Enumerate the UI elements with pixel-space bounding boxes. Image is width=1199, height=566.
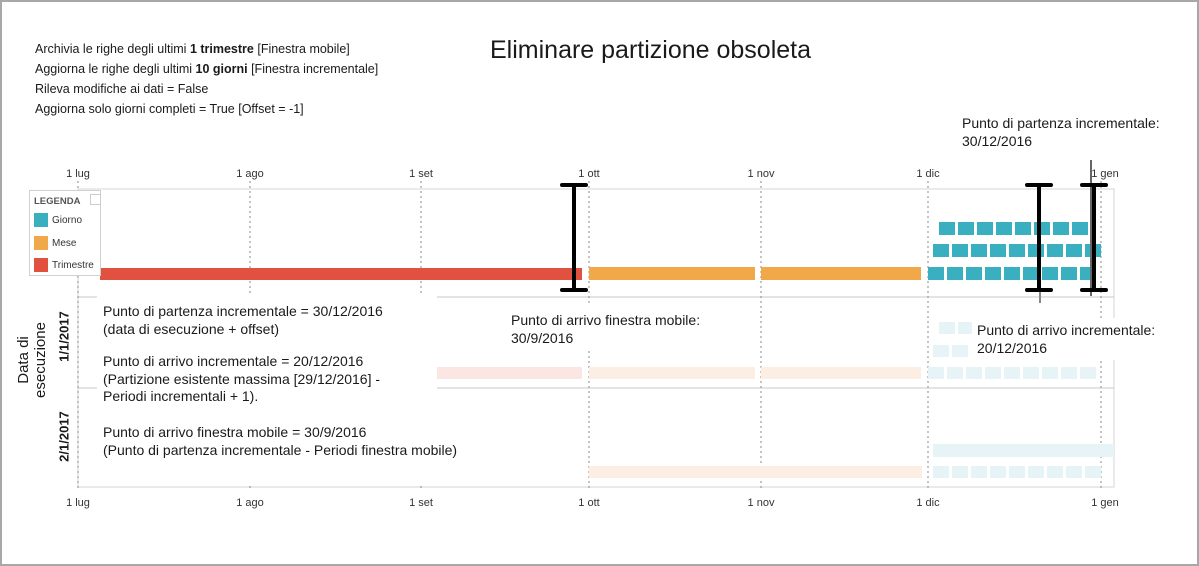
day-partition-faded xyxy=(1085,466,1101,478)
day-partition xyxy=(996,222,1012,235)
incremental-end-callout-bg xyxy=(972,318,1186,360)
legend-item-quarter: Trimestre xyxy=(34,258,94,272)
day-partition xyxy=(939,222,955,235)
y-axis-title: Data di esecuzione xyxy=(15,322,49,398)
day-partition xyxy=(966,267,982,280)
day-partition xyxy=(1034,222,1050,235)
day-partition-faded xyxy=(1004,367,1020,379)
tick-label-bottom: 1 set xyxy=(409,497,433,509)
incremental-start-callout-value: 30/12/2016 xyxy=(962,132,1033,149)
day-partition-faded xyxy=(990,466,1006,478)
tick-label-bottom: 1 ott xyxy=(578,497,599,509)
day-partition-faded xyxy=(1042,367,1058,379)
month-partition-faded xyxy=(589,367,755,379)
day-partition-faded xyxy=(933,444,1114,457)
day-partition-faded xyxy=(1080,367,1096,379)
tick-label-top: 1 set xyxy=(409,168,433,180)
legend-item-month: Mese xyxy=(34,236,76,250)
month-partition-oct xyxy=(589,267,755,280)
month-partition-nov xyxy=(761,267,921,280)
incremental-start-callout-label: Punto di partenza incrementale: xyxy=(962,115,1160,131)
tick-label-top: 1 ott xyxy=(578,168,599,180)
day-partition xyxy=(1072,222,1088,235)
sliding-end-note: Punto di arrivo finestra mobile = 30/9/2… xyxy=(103,424,458,458)
incremental-end-callout: Punto di arrivo incrementale: 20/12/2016 xyxy=(977,322,1156,356)
day-partition-faded xyxy=(947,367,963,379)
tick-label-bottom: 1 gen xyxy=(1091,497,1119,509)
day-partition-faded xyxy=(933,345,949,357)
day-partition-faded xyxy=(1023,367,1039,379)
day-partition xyxy=(1066,244,1082,257)
day-partition xyxy=(1061,267,1077,280)
day-partition xyxy=(977,222,993,235)
tick-label-bottom: 1 lug xyxy=(66,497,90,509)
legend-title: LEGENDA xyxy=(34,196,81,207)
day-partition xyxy=(1047,244,1063,257)
quarter-partition xyxy=(100,268,582,280)
day-partition xyxy=(971,244,987,257)
day-partition-faded xyxy=(1028,466,1044,478)
day-partition-faded xyxy=(966,367,982,379)
incremental-start-callout: Punto di partenza incrementale: 30/12/20… xyxy=(962,115,1160,150)
day-partition-faded xyxy=(958,322,974,334)
incremental-end-note: Punto di arrivo incrementale = 20/12/201… xyxy=(103,353,381,404)
day-partition xyxy=(1023,267,1039,280)
explanation-panel-lower xyxy=(97,406,505,486)
legend-swatch-month xyxy=(34,236,48,250)
day-partition xyxy=(990,244,1006,257)
setting-line-1: Archivia le righe degli ultimi 1 trimest… xyxy=(35,42,350,56)
day-partition xyxy=(1015,222,1031,235)
day-partition-faded xyxy=(939,322,955,334)
day-partition xyxy=(947,267,963,280)
legend-swatch-day xyxy=(34,213,48,227)
day-partition xyxy=(1028,244,1044,257)
day-partition-faded xyxy=(952,466,968,478)
day-partition xyxy=(1009,244,1025,257)
legend-collapse-icon xyxy=(89,194,101,205)
sliding-end-callout: Punto di arrivo finestra mobile: 30/9/20… xyxy=(511,312,701,346)
day-partition-faded xyxy=(971,466,987,478)
row-label-2: 2/1/2017 xyxy=(56,411,72,462)
day-partition-faded xyxy=(1061,367,1077,379)
tick-label-top: 1 ago xyxy=(236,168,264,180)
explanation-panel-upper xyxy=(97,294,437,406)
day-partition xyxy=(1042,267,1058,280)
tick-label-bottom: 1 nov xyxy=(748,497,775,509)
day-partition xyxy=(928,267,944,280)
diagram-title: Eliminare partizione obsoleta xyxy=(490,36,812,64)
incremental-start-note: Punto di partenza incrementale = 30/12/2… xyxy=(103,303,383,337)
day-partition-faded xyxy=(985,367,1001,379)
day-partition-faded xyxy=(1066,466,1082,478)
day-partition xyxy=(952,244,968,257)
day-partition xyxy=(1053,222,1069,235)
legend: LEGENDA Giorno Mese Trimestre xyxy=(29,190,101,276)
month-partition-faded xyxy=(589,466,922,478)
tick-label-top: 1 nov xyxy=(748,168,775,180)
day-partition-faded xyxy=(952,345,968,357)
sliding-end-callout-bg xyxy=(505,306,745,350)
tick-label-bottom: 1 ago xyxy=(236,497,264,509)
setting-line-3: Rileva modifiche ai dati = False xyxy=(35,82,209,96)
settings-text: Archivia le righe degli ultimi 1 trimest… xyxy=(35,39,378,119)
row-label-1: 1/1/2017 xyxy=(56,311,72,362)
day-partition-faded xyxy=(1047,466,1063,478)
month-partition-faded xyxy=(761,367,921,379)
day-partition xyxy=(985,267,1001,280)
tick-label-top: 1 lug xyxy=(66,168,90,180)
day-partition-faded xyxy=(933,466,949,478)
day-partition xyxy=(933,244,949,257)
day-partition-faded xyxy=(1009,466,1025,478)
tick-label-top: 1 dic xyxy=(916,168,940,180)
legend-item-day: Giorno xyxy=(34,213,82,227)
tick-label-bottom: 1 dic xyxy=(916,497,940,509)
day-partition xyxy=(958,222,974,235)
setting-line-2: Aggiorna le righe degli ultimi 10 giorni… xyxy=(35,62,379,76)
day-partition xyxy=(1004,267,1020,280)
legend-swatch-quarter xyxy=(34,258,48,272)
day-partition-faded xyxy=(928,367,944,379)
setting-line-4: Aggiorna solo giorni completi = True [Of… xyxy=(35,102,304,116)
tick-label-top: 1 gen xyxy=(1091,168,1119,180)
